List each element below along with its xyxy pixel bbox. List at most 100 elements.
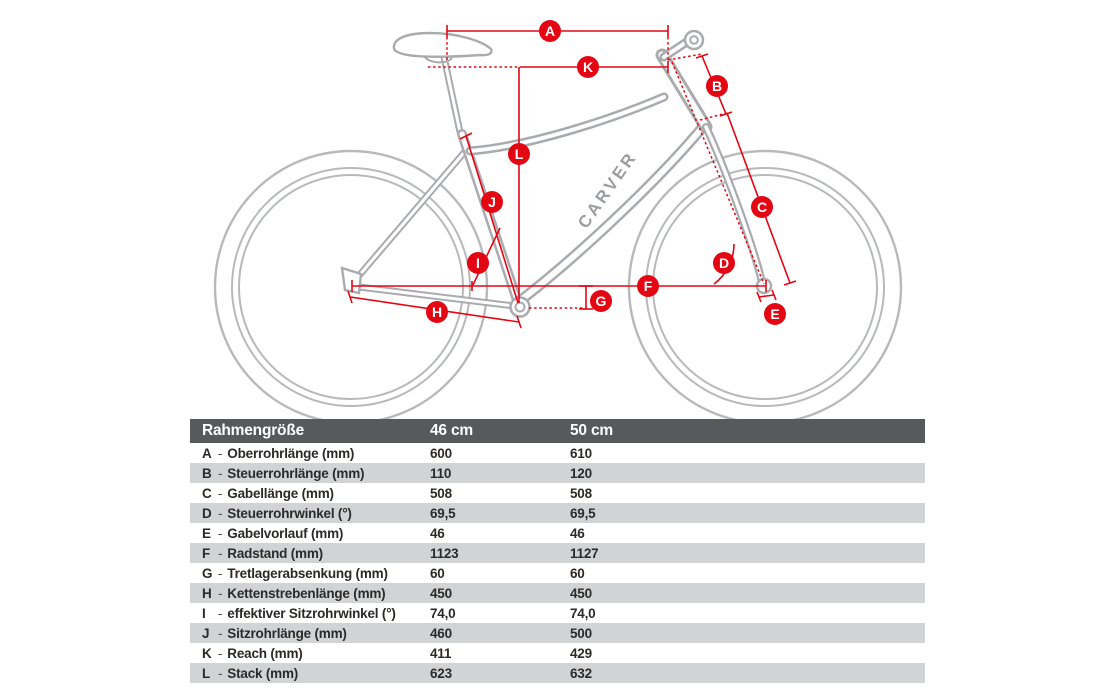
table-row: B - Steuerrohrlänge (mm) 110 120	[190, 463, 925, 483]
row-letter: G	[202, 565, 213, 581]
dim-badge-F	[637, 275, 659, 297]
value-50cm: 500	[570, 625, 592, 641]
table-row: D - Steuerrohrwinkel (°) 69,5 69,5	[190, 503, 925, 523]
dim-letter-K: K	[583, 59, 593, 75]
row-label: B - Steuerrohrlänge (mm)	[190, 466, 430, 481]
value-46cm: 460	[430, 625, 452, 641]
value-50cm: 450	[570, 585, 592, 601]
row-label: A - Oberrohrlänge (mm)	[190, 446, 430, 461]
dim-badge-H	[426, 301, 448, 323]
row-separator: -	[218, 445, 223, 461]
dim-letter-C: C	[757, 199, 767, 215]
row-label: K - Reach (mm)	[190, 646, 430, 661]
handlebar	[683, 29, 705, 51]
row-letter: A	[202, 445, 212, 461]
row-letter: C	[202, 485, 212, 501]
row-separator: -	[218, 525, 223, 541]
row-label: G - Tretlagerabsenkung (mm)	[190, 566, 430, 581]
geometry-table: Rahmengröße 46 cm 50 cm A - Oberrohrlänge …	[190, 419, 925, 683]
value-50cm: 429	[570, 645, 592, 661]
dim-letter-B: B	[712, 78, 722, 94]
table-body: A - Oberrohrlänge (mm) 600 610 B - Steuerrohrlä…	[190, 443, 925, 683]
dim-badge-L	[508, 143, 530, 165]
row-separator: -	[218, 465, 223, 481]
row-separator: -	[218, 505, 223, 521]
value-50cm: 69,5	[570, 505, 596, 521]
row-letter: J	[202, 625, 210, 641]
row-separator: -	[218, 485, 223, 501]
row-label: D - Steuerrohrwinkel (°)	[190, 506, 430, 521]
row-letter: I	[202, 605, 206, 621]
value-50cm: 74,0	[570, 605, 596, 621]
dim-badge-A	[539, 20, 561, 42]
row-separator: -	[218, 645, 223, 661]
row-name: Steuerrohrlänge (mm)	[227, 465, 365, 481]
dim-badge-E	[764, 303, 786, 325]
table-header-row: Rahmengröße 46 cm 50 cm	[190, 419, 925, 443]
row-letter: H	[202, 585, 212, 601]
row-separator: -	[218, 545, 223, 561]
row-letter: K	[202, 645, 212, 661]
row-name: Sitzrohrlänge (mm)	[227, 625, 347, 641]
value-50cm: 120	[570, 465, 592, 481]
row-name: Radstand (mm)	[227, 545, 323, 561]
row-label: H - Kettenstrebenlänge (mm)	[190, 586, 430, 601]
value-46cm: 600	[430, 445, 452, 461]
dim-letter-E: E	[770, 306, 779, 322]
table-row: L - Stack (mm) 623 632	[190, 663, 925, 683]
dim-letter-F: F	[644, 278, 653, 294]
row-name: Gabelvorlauf (mm)	[227, 525, 344, 541]
table-row: J - Sitzrohrlänge (mm) 460 500	[190, 623, 925, 643]
value-46cm: 69,5	[430, 505, 456, 521]
dim-letter-A: A	[545, 23, 555, 39]
dim-badge-J	[481, 191, 503, 213]
value-46cm: 1123	[430, 545, 459, 561]
dim-letter-J: J	[488, 194, 496, 210]
dim-badge-I	[467, 252, 489, 274]
row-label: C - Gabellänge (mm)	[190, 486, 430, 501]
value-50cm: 1127	[570, 545, 599, 561]
dim-letter-D: D	[719, 255, 729, 271]
dim-letter-L: L	[515, 146, 524, 162]
dim-badge-D	[713, 252, 735, 274]
row-label: L - Stack (mm)	[190, 666, 430, 681]
row-name: Reach (mm)	[227, 645, 303, 661]
value-46cm: 623	[430, 665, 452, 681]
value-46cm: 450	[430, 585, 452, 601]
row-label: J - Sitzrohrlänge (mm)	[190, 626, 430, 641]
row-letter: D	[202, 505, 212, 521]
value-46cm: 60	[430, 565, 445, 581]
row-separator: -	[218, 605, 223, 621]
table-header-46cm: 46 cm	[430, 422, 473, 439]
table-header-50cm: 50 cm	[570, 422, 613, 439]
saddle-rail	[424, 56, 453, 64]
row-letter: F	[202, 545, 211, 561]
dim-letter-H: H	[432, 304, 442, 320]
table-row: K - Reach (mm) 411 429	[190, 643, 925, 663]
value-46cm: 46	[430, 525, 445, 541]
value-46cm: 508	[430, 485, 452, 501]
dim-badge-C	[751, 196, 773, 218]
row-name: Gabellänge (mm)	[227, 485, 334, 501]
table-row: I - effektiver Sitzrohrwinkel (°) 74,0 74,0	[190, 603, 925, 623]
table-row: C - Gabellänge (mm) 508 508	[190, 483, 925, 503]
row-separator: -	[218, 665, 223, 681]
value-50cm: 60	[570, 565, 585, 581]
dim-badge-G	[590, 290, 612, 312]
value-50cm: 632	[570, 665, 592, 681]
dim-letter-G: G	[596, 293, 607, 309]
table-header-size: Rahmengröße	[202, 422, 305, 439]
table-row: E - Gabelvorlauf (mm) 46 46	[190, 523, 925, 543]
row-label: I - effektiver Sitzrohrwinkel (°)	[190, 606, 430, 621]
saddle	[392, 31, 493, 58]
table-row: H - Kettenstrebenlänge (mm) 450 450	[190, 583, 925, 603]
row-name: Stack (mm)	[227, 665, 299, 681]
row-separator: -	[218, 625, 223, 641]
value-50cm: 46	[570, 525, 585, 541]
row-letter: L	[202, 665, 211, 681]
bike-frame	[340, 29, 773, 318]
row-separator: -	[218, 585, 223, 601]
dimension-letter-badges: A B C D E F G H I J K L	[426, 20, 786, 325]
dim-badge-B	[706, 75, 728, 97]
table-row: G - Tretlagerabsenkung (mm) 60 60	[190, 563, 925, 583]
